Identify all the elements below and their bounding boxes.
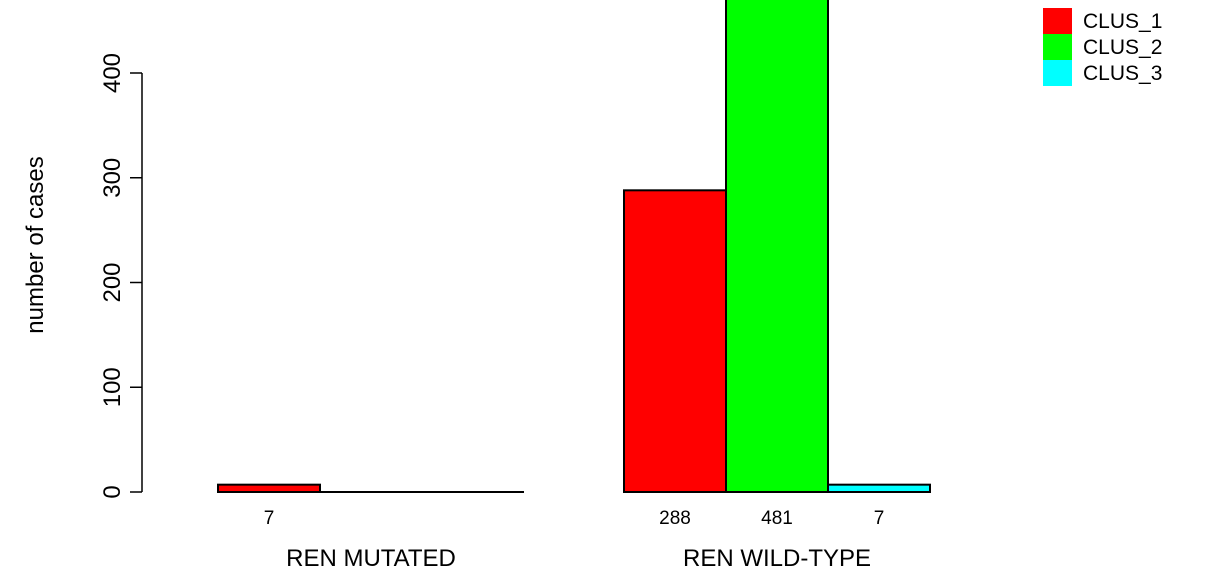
- bar-clus-1: [217, 483, 321, 494]
- y-axis: 0 100 200 300 400: [99, 53, 143, 499]
- y-tick-label: 300: [99, 158, 126, 198]
- y-tick-label: 400: [99, 53, 126, 93]
- bar-group: 7 REN MUTATED: [217, 483, 524, 572]
- y-tick-label: 0: [99, 485, 126, 498]
- bar-clus-1: [623, 189, 727, 493]
- legend-label: CLUS_3: [1083, 62, 1162, 85]
- legend-swatch: [1043, 60, 1072, 86]
- bar-clus-2: [725, 0, 829, 494]
- legend-swatch: [1043, 34, 1072, 60]
- legend-label: CLUS_2: [1083, 36, 1162, 59]
- bar-clus-3: [827, 483, 931, 494]
- data-label: 288: [659, 508, 691, 529]
- data-label: 7: [264, 508, 275, 529]
- legend-swatch: [1043, 8, 1072, 34]
- data-label: 7: [874, 508, 885, 529]
- data-label: 481: [761, 508, 793, 529]
- legend-label: CLUS_1: [1083, 10, 1162, 33]
- legend: CLUS_1 CLUS_2 CLUS_3: [1043, 8, 1162, 86]
- category-label: REN MUTATED: [286, 545, 456, 572]
- y-tick-label: 200: [99, 262, 126, 302]
- y-axis-title: number of cases: [22, 156, 49, 333]
- category-label: REN WILD-TYPE: [683, 545, 871, 572]
- y-tick-label: 100: [99, 367, 126, 407]
